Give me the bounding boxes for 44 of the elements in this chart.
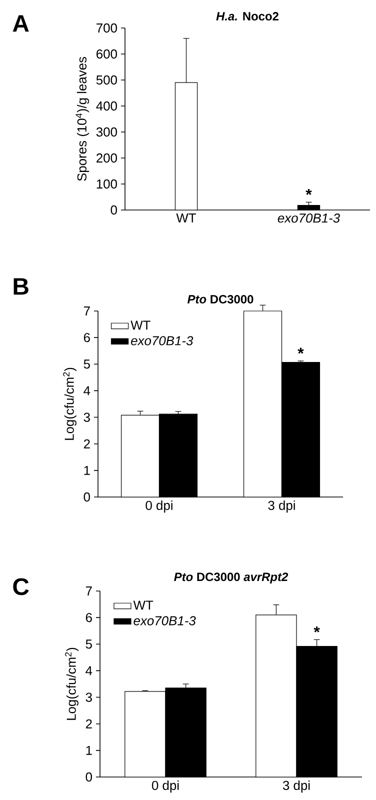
y-tick-label: 2 <box>84 439 90 448</box>
y-tick-label: 500 <box>96 75 117 85</box>
legend-label: exo70B1-3 <box>134 616 196 626</box>
y-tick-label: 600 <box>96 49 117 59</box>
y-tick-label: 300 <box>96 127 117 137</box>
y-tick-label: 0 <box>110 205 117 215</box>
text: A <box>12 15 29 32</box>
legend-label: WT <box>133 600 154 610</box>
y-tick-label: 3 <box>86 692 92 702</box>
y-tick-label: 5 <box>86 640 92 649</box>
y-tick-label: 200 <box>96 153 117 163</box>
annotation: * <box>298 348 304 354</box>
y-axis-title: Log(cfu/cm$^{2}$) <box>65 648 78 720</box>
y-axis-title: Log(cfu/cm$^{2}$) <box>63 368 76 440</box>
y-tick-label: 4 <box>84 386 90 396</box>
y-tick-label: 7 <box>84 306 90 316</box>
annotation: * <box>314 626 320 632</box>
y-tick-label: 0 <box>84 492 90 502</box>
chart-title: Pto DC3000 avrRpt2 <box>174 572 288 584</box>
y-tick-label: 6 <box>84 332 90 342</box>
y-tick-label: 3 <box>84 412 90 422</box>
legend-label: WT <box>130 320 150 330</box>
y-tick-label: 7 <box>86 586 92 596</box>
annotation: * <box>306 189 312 195</box>
y-axis-title: Spores (10$^{4}$)/g leaves <box>76 56 90 181</box>
x-tick-label: 0 dpi <box>146 500 172 513</box>
x-tick-label: 3 dpi <box>282 780 310 793</box>
legend-label: exo70B1-3 <box>131 336 194 346</box>
x-tick-label: 0 dpi <box>152 780 179 793</box>
y-tick-label: 0 <box>86 772 92 782</box>
y-tick-label: 2 <box>86 719 92 728</box>
y-tick-label: 4 <box>86 666 92 676</box>
y-tick-label: 6 <box>86 612 92 622</box>
chart-title: H.a. Noco2 <box>216 12 278 20</box>
y-tick-label: 1 <box>86 746 92 755</box>
y-tick-label: 700 <box>96 23 117 33</box>
text: B <box>14 278 28 295</box>
y-tick-label: 400 <box>96 101 117 111</box>
y-tick-label: 100 <box>96 179 117 189</box>
x-tick-label: 3 dpi <box>268 500 295 513</box>
y-tick-label: 5 <box>84 360 90 369</box>
y-tick-label: 1 <box>84 466 90 475</box>
text: C <box>13 578 29 596</box>
chart-title: Pto DC3000 <box>187 295 254 304</box>
